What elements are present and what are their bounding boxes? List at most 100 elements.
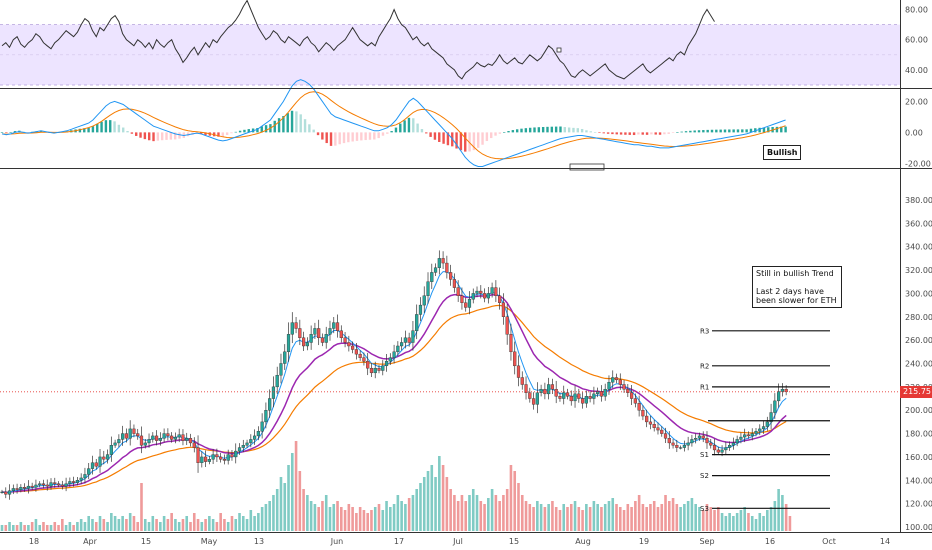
candle-body xyxy=(494,287,498,296)
candle-body xyxy=(60,484,64,487)
candle-body xyxy=(528,392,532,399)
volume-bar xyxy=(581,510,584,531)
candle-body xyxy=(569,396,573,402)
volume-bar xyxy=(298,471,302,531)
macd-histogram-bar xyxy=(0,132,4,133)
volume-bar xyxy=(453,495,456,531)
volume-bar xyxy=(630,507,633,531)
volume-bar xyxy=(490,489,494,531)
volume-bar xyxy=(592,501,596,531)
volume-bar xyxy=(4,525,8,531)
macd-histogram-bar xyxy=(256,128,259,133)
macd-histogram-bar xyxy=(762,127,766,133)
candle-body xyxy=(388,357,392,362)
volume-bar xyxy=(415,489,418,531)
macd-histogram-bar xyxy=(442,132,445,144)
volume-bar xyxy=(622,510,626,531)
candle-body xyxy=(121,433,125,440)
volume-bar xyxy=(57,525,60,531)
candle-body xyxy=(215,454,219,458)
volume-bar xyxy=(675,504,679,531)
candle-body xyxy=(701,435,705,439)
macd-histogram-bar xyxy=(173,132,177,140)
volume-bar xyxy=(151,516,155,531)
candle-body xyxy=(68,481,72,484)
volume-bar xyxy=(328,507,332,531)
candle-body xyxy=(618,379,622,385)
volume-bar xyxy=(253,516,256,531)
candle-body xyxy=(249,439,253,444)
candle-body xyxy=(309,334,313,343)
volume-bar xyxy=(505,489,509,531)
candle-body xyxy=(603,388,607,397)
candle-body xyxy=(170,435,174,440)
candle-body xyxy=(754,431,758,434)
candle-body xyxy=(445,262,449,273)
volume-bar xyxy=(645,507,648,531)
volume-bar xyxy=(234,519,238,531)
candle-body xyxy=(200,456,204,463)
time-tick-label: 15 xyxy=(141,537,151,546)
macd-histogram-bar xyxy=(351,132,354,142)
volume-bar xyxy=(422,477,426,531)
candle-body xyxy=(709,442,713,446)
macd-histogram-bar xyxy=(481,132,484,145)
macd-histogram-bar xyxy=(412,118,415,133)
candle-body xyxy=(739,436,743,440)
price-tick-label: 240.00 xyxy=(905,360,932,369)
macd-histogram-bar xyxy=(334,132,337,146)
volume-bar xyxy=(19,522,23,531)
volume-bar xyxy=(370,510,373,531)
price-tick-label: 380.00 xyxy=(905,196,932,205)
volume-bar xyxy=(12,525,15,531)
candle-body xyxy=(347,342,351,347)
volume-bar xyxy=(87,516,91,531)
volume-bar xyxy=(215,522,219,531)
volume-bar xyxy=(392,504,396,531)
volume-bar xyxy=(404,504,407,531)
macd-histogram-bar xyxy=(693,130,696,133)
candle-body xyxy=(758,428,762,432)
macd-histogram-bar xyxy=(572,127,575,133)
pivot-level-label: R2 xyxy=(700,362,709,370)
volume-bar xyxy=(294,441,298,531)
volume-bar xyxy=(502,495,505,531)
macd-histogram-bar xyxy=(784,126,787,133)
candle-body xyxy=(366,360,370,369)
macd-histogram-bar xyxy=(619,132,623,135)
macd-histogram-bar xyxy=(767,127,770,133)
macd-histogram-bar xyxy=(394,127,398,133)
candle-body xyxy=(49,482,53,487)
volume-bar xyxy=(170,513,173,531)
macd-signal-line xyxy=(1,91,786,160)
candle-body xyxy=(23,487,27,489)
candle-body xyxy=(219,456,223,460)
macd-pane xyxy=(0,79,787,171)
candle-body xyxy=(351,345,355,350)
volume-bar xyxy=(30,522,34,531)
volume-bar xyxy=(728,513,731,531)
volume-bar xyxy=(471,489,475,531)
macd-histogram-bar xyxy=(247,129,250,133)
macd-histogram-bar xyxy=(143,132,147,140)
candle-body xyxy=(720,449,724,453)
candle-body xyxy=(234,450,238,458)
candle-body xyxy=(765,421,769,427)
volume-bar xyxy=(27,525,30,531)
candle-body xyxy=(72,481,76,483)
volume-bar xyxy=(445,477,449,531)
candle-body xyxy=(128,428,132,439)
candle-body xyxy=(633,398,637,404)
volume-bar xyxy=(554,507,558,531)
volume-bar xyxy=(667,501,671,531)
volume-bar xyxy=(683,504,686,531)
volume-bar xyxy=(547,504,550,531)
macd-histogram-bar xyxy=(403,120,406,133)
candle-body xyxy=(317,328,321,339)
volume-bar xyxy=(8,522,11,531)
candle-body xyxy=(38,483,42,486)
macd-histogram-bar xyxy=(91,126,95,133)
candle-body xyxy=(230,454,234,458)
candle-body xyxy=(305,342,309,347)
